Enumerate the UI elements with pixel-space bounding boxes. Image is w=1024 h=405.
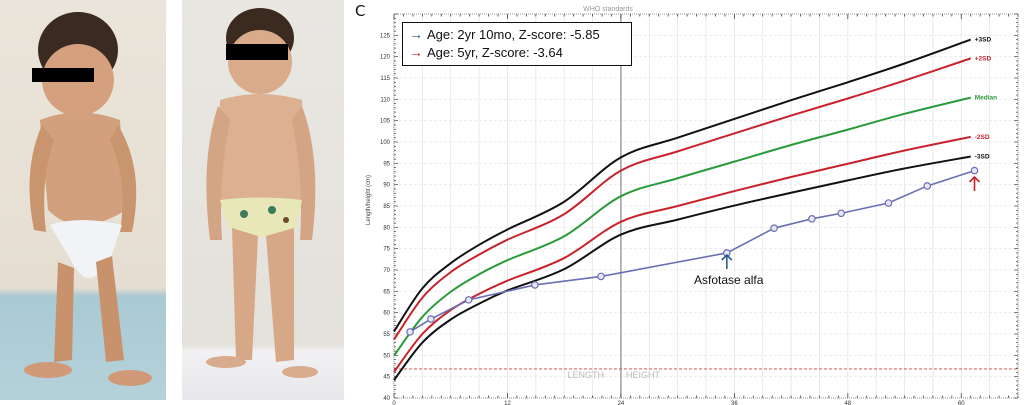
chart-axes: 0 12 24 36 48 60 40 45 50 55 60 65 70 75 80 85 90 95 100 10… — [380, 13, 1019, 405]
series-line-patient — [409, 169, 975, 333]
data-point-patient — [970, 166, 979, 175]
treatment-label: Asfotase alfa — [694, 273, 764, 287]
series-label: -2SD — [975, 134, 990, 141]
data-point-patient — [837, 209, 846, 218]
y-tick-label: 120 — [380, 55, 391, 61]
arrow-head — [968, 175, 981, 183]
series-line-median — [393, 96, 971, 357]
y-tick-label: 90 — [383, 183, 390, 189]
data-point-patient — [923, 182, 932, 190]
final-visit-arrow-icon — [968, 175, 981, 191]
data-point-patient — [531, 281, 539, 289]
y-tick-label: 125 — [380, 33, 391, 39]
legend-text: Age: 2yr 10mo, Z-score: -5.85 — [427, 26, 600, 42]
y-tick-label: 40 — [383, 396, 390, 402]
series-label: Median — [975, 95, 997, 102]
arrow-right-icon: → — [409, 44, 423, 60]
x-tick-label: 60 — [958, 401, 965, 405]
series-line-minus2sd — [393, 135, 971, 373]
series-label: +2SD — [975, 55, 992, 62]
photo-panel-a — [0, 0, 166, 400]
y-tick-label: 105 — [380, 119, 391, 125]
y-tick-label: 70 — [383, 268, 390, 274]
photo-panel-b — [182, 0, 344, 400]
annotation-arrows — [721, 175, 981, 269]
x-tick-label: 24 — [618, 401, 625, 405]
legend-item-first-visit: → Age: 2yr 10mo, Z-score: -5.85 — [409, 26, 600, 42]
x-tick-label: 0 — [392, 401, 396, 405]
growth-chart: 0 12 24 36 48 60 40 45 50 55 60 65 70 75 80 85 90 95 100 10… — [366, 6, 1019, 405]
x-tick-label: 48 — [844, 401, 851, 405]
treatment-arrow-icon — [721, 253, 733, 269]
y-tick-label: 75 — [383, 247, 390, 253]
chart-title: WHO standards — [583, 6, 633, 13]
child-figure-a — [24, 12, 152, 386]
data-point-patient — [808, 215, 816, 223]
y-tick-label: 65 — [383, 289, 390, 295]
x-tick-label: 36 — [731, 401, 738, 405]
data-point-patient — [427, 315, 435, 323]
child-figure-b — [206, 8, 318, 378]
series-line-plus3sd — [393, 38, 972, 332]
legend-text: Age: 5yr, Z-score: -3.64 — [427, 44, 563, 60]
series-label: +3SD — [975, 37, 992, 44]
data-point-patient — [464, 296, 473, 304]
data-point-patient — [884, 199, 893, 207]
series-line-plus2sd — [393, 57, 972, 341]
arrow-right-icon: → — [409, 26, 423, 42]
data-point-patient — [770, 224, 778, 232]
height-label: HEIGHT — [626, 370, 661, 380]
y-tick-label: 60 — [383, 311, 390, 317]
data-point-patient — [406, 328, 414, 336]
y-tick-label: 110 — [380, 97, 390, 103]
y-tick-label: 115 — [380, 76, 390, 82]
y-tick-label: 85 — [383, 204, 390, 210]
y-tick-label: 55 — [383, 332, 390, 338]
y-tick-label: 100 — [380, 140, 391, 146]
panel-label-c: C — [355, 2, 366, 20]
legend-item-last-visit: → Age: 5yr, Z-score: -3.64 — [409, 44, 563, 60]
y-tick-label: 80 — [383, 225, 390, 231]
y-tick-label: 95 — [383, 161, 390, 167]
series-line-minus3sd — [393, 155, 971, 381]
series-label: -3SD — [975, 154, 990, 161]
length-label: LENGTH — [567, 370, 604, 380]
chart-grid — [393, 14, 1019, 399]
y-axis-label: Length/height (cm) — [366, 175, 372, 225]
y-tick-label: 45 — [383, 375, 390, 381]
chart-legend: → Age: 2yr 10mo, Z-score: -5.85 → Age: 5… — [402, 22, 632, 66]
x-tick-label: 12 — [504, 401, 511, 405]
arrow-head — [721, 253, 733, 261]
data-point-patient — [597, 272, 605, 281]
chart-series: +3SD +2SD Median -2SD -3SD — [393, 37, 997, 381]
y-tick-label: 50 — [383, 353, 390, 359]
